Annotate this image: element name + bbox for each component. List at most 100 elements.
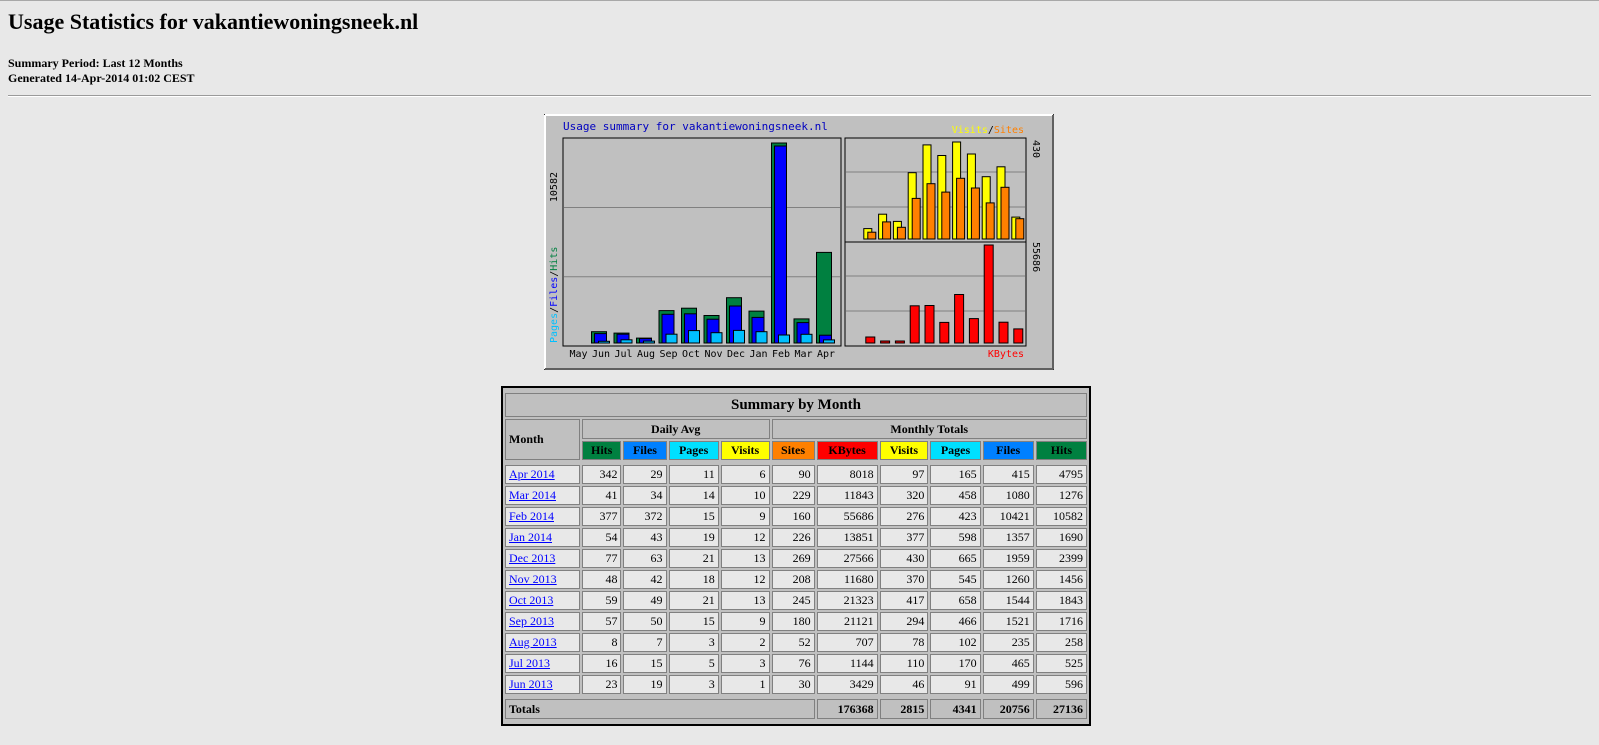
summary-period: Summary Period: Last 12 Months	[8, 56, 183, 70]
bar-pages	[643, 340, 655, 344]
monthly-cell: 78	[879, 633, 929, 652]
bar-sites	[911, 197, 921, 240]
table-row: Aug 2013 8 7 3 2 52 707 78 102 235 258	[505, 633, 1087, 652]
month-link[interactable]: Apr 2014	[509, 467, 555, 481]
total-visits: 2815	[879, 699, 929, 719]
top-border	[0, 0, 1599, 1]
monthly-cell: 46	[879, 675, 929, 694]
bar-sites	[970, 187, 980, 240]
table-row: Nov 2013 48 42 18 12 208 11680 370 545 1260 1456	[505, 570, 1087, 589]
col-daily-pages: Pages	[668, 441, 719, 460]
monthly-cell: 76	[771, 654, 815, 673]
daily-cell: 43	[623, 528, 667, 547]
monthly-cell: 97	[879, 465, 929, 484]
daily-cell: 19	[623, 675, 667, 694]
bar-sites	[956, 177, 966, 240]
monthly-cell: 415	[982, 465, 1034, 484]
month-cell: Jan 2014	[505, 528, 580, 547]
monthly-cell: 30	[771, 675, 815, 694]
kbytes-label: KBytes	[988, 349, 1024, 360]
col-monthly-pages: Pages	[930, 441, 981, 460]
daily-cell: 59	[581, 591, 622, 610]
monthly-cell: 596	[1035, 675, 1087, 694]
month-link[interactable]: Mar 2014	[509, 488, 556, 502]
daily-cell: 19	[668, 528, 719, 547]
monthly-cell: 13851	[816, 528, 878, 547]
monthly-cell: 180	[771, 612, 815, 631]
monthly-cell: 1276	[1035, 486, 1087, 505]
monthly-cell: 294	[879, 612, 929, 631]
month-link[interactable]: Aug 2013	[509, 635, 557, 649]
table-row: Jun 2013 23 19 3 1 30 3429 46 91 499 596	[505, 675, 1087, 694]
daily-cell: 23	[581, 675, 622, 694]
table-row: Oct 2013 59 49 21 13 245 21323 417 658 1544 1843	[505, 591, 1087, 610]
bar-pages	[755, 331, 768, 344]
month-link[interactable]: Jun 2013	[509, 677, 553, 691]
col-daily-visits: Visits	[720, 441, 770, 460]
daily-cell: 1	[720, 675, 770, 694]
month-link[interactable]: Oct 2013	[509, 593, 554, 607]
daily-cell: 21	[668, 591, 719, 610]
month-cell: Sep 2013	[505, 612, 580, 631]
bar-kbytes	[983, 244, 994, 344]
bar-kbytes	[865, 336, 876, 344]
daily-cell: 34	[623, 486, 667, 505]
total-pages: 4341	[930, 699, 981, 719]
bar-kbytes	[924, 305, 935, 344]
month-cell: Nov 2013	[505, 570, 580, 589]
daily-cell: 15	[623, 654, 667, 673]
monthly-cell: 1544	[982, 591, 1034, 610]
monthly-cell: 160	[771, 507, 815, 526]
bar-pages	[733, 329, 745, 344]
month-cell: Jun 2013	[505, 675, 580, 694]
month-cell: Jul 2013	[505, 654, 580, 673]
col-daily-files: Files	[623, 441, 667, 460]
month-link[interactable]: Jul 2013	[509, 656, 551, 670]
monthly-cell: 1716	[1035, 612, 1087, 631]
kbytes-max-label: 55686	[1030, 242, 1041, 272]
daily-cell: 15	[668, 612, 719, 631]
monthly-cell: 4795	[1035, 465, 1087, 484]
bar-pages	[710, 332, 723, 344]
col-monthly-hits: Hits	[1035, 441, 1087, 460]
table-row: Sep 2013 57 50 15 9 180 21121 294 466 1521 1716	[505, 612, 1087, 631]
monthly-cell: 21121	[816, 612, 878, 631]
monthly-cell: 1843	[1035, 591, 1087, 610]
month-link[interactable]: Jan 2014	[509, 530, 552, 544]
monthly-cell: 1357	[982, 528, 1034, 547]
monthly-cell: 8018	[816, 465, 878, 484]
bar-sites	[985, 202, 995, 240]
bar-sites	[896, 226, 906, 240]
daily-cell: 3	[720, 654, 770, 673]
daily-cell: 50	[623, 612, 667, 631]
daily-avg-header: Daily Avg	[581, 419, 770, 439]
daily-cell: 2	[720, 633, 770, 652]
monthly-cell: 1456	[1035, 570, 1087, 589]
bar-sites	[926, 183, 936, 240]
month-link[interactable]: Nov 2013	[509, 572, 557, 586]
month-link[interactable]: Sep 2013	[509, 614, 554, 628]
monthly-cell: 417	[879, 591, 929, 610]
month-link[interactable]: Dec 2013	[509, 551, 556, 565]
month-label: Dec	[727, 349, 745, 360]
monthly-cell: 658	[930, 591, 981, 610]
table-row: Jan 2014 54 43 19 12 226 13851 377 598 1357 1690	[505, 528, 1087, 547]
totals-row: Totals 176368 2815 4341 20756 27136	[505, 699, 1087, 719]
daily-cell: 41	[581, 486, 622, 505]
daily-cell: 5	[668, 654, 719, 673]
monthly-cell: 1080	[982, 486, 1034, 505]
usage-chart-svg: Usage summary for vakantiewoningsneek.nl…	[544, 114, 1054, 370]
daily-cell: 7	[623, 633, 667, 652]
daily-cell: 15	[668, 507, 719, 526]
col-monthly-files: Files	[982, 441, 1034, 460]
daily-cell: 14	[668, 486, 719, 505]
monthly-cell: 466	[930, 612, 981, 631]
daily-cell: 63	[623, 549, 667, 568]
monthly-cell: 320	[879, 486, 929, 505]
month-cell: Dec 2013	[505, 549, 580, 568]
monthly-cell: 598	[930, 528, 981, 547]
month-link[interactable]: Feb 2014	[509, 509, 554, 523]
monthly-cell: 245	[771, 591, 815, 610]
table-body: Apr 2014 342 29 11 6 90 8018 97 165 415 4795 Mar 20…	[505, 465, 1087, 694]
month-label: Feb	[772, 349, 790, 360]
